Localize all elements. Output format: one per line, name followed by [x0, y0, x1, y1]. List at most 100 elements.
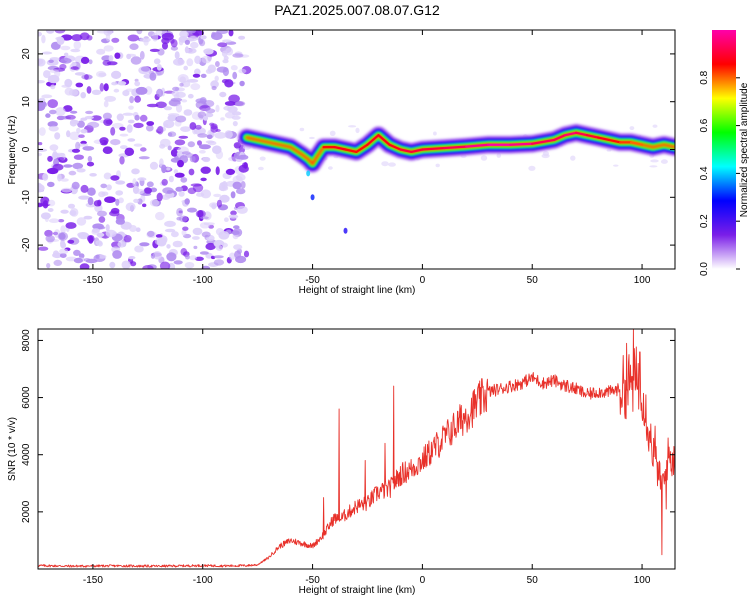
- noise-speckle: [190, 183, 202, 187]
- noise-speckle: [215, 61, 220, 67]
- snr-series: [38, 329, 675, 568]
- noise-speckle: [70, 110, 78, 114]
- snr-x-tick-label: -50: [305, 575, 320, 586]
- noise-speckle: [156, 192, 163, 202]
- noise-speckle: [629, 126, 635, 131]
- noise-speckle: [196, 192, 205, 197]
- noise-speckle: [43, 70, 51, 79]
- noise-speckle: [49, 69, 59, 73]
- noise-speckle: [173, 169, 179, 174]
- noise-speckle: [70, 48, 81, 53]
- noise-speckle: [184, 262, 195, 269]
- noise-speckle: [528, 165, 536, 171]
- noise-speckle: [56, 36, 65, 45]
- noise-speckle: [58, 219, 65, 223]
- noise-speckle: [83, 215, 93, 220]
- noise-speckle: [80, 92, 86, 99]
- ridge-blob: [310, 194, 315, 201]
- noise-speckle: [161, 164, 167, 174]
- noise-speckle: [194, 256, 204, 261]
- noise-speckle: [192, 73, 201, 78]
- spectrogram-y-label: Frequency (Hz): [7, 116, 18, 185]
- noise-speckle: [118, 197, 124, 204]
- noise-speckle: [105, 33, 111, 42]
- noise-speckle: [173, 58, 185, 66]
- noise-speckle: [167, 131, 177, 137]
- noise-speckle: [60, 178, 69, 182]
- noise-speckle: [181, 229, 187, 236]
- noise-speckle: [184, 39, 190, 45]
- spectrogram-ridge: [237, 123, 675, 234]
- noise-speckle: [87, 121, 100, 128]
- noise-speckle: [190, 83, 201, 91]
- noise-speckle: [174, 139, 186, 146]
- noise-speckle: [215, 104, 220, 113]
- snr-y-tick-label: 8000: [21, 329, 32, 352]
- noise-speckle: [60, 45, 71, 51]
- snr-background: [38, 329, 675, 569]
- ridge-peak-segment: [465, 143, 490, 148]
- noise-speckle: [162, 42, 168, 50]
- noise-speckle: [103, 172, 112, 180]
- noise-speckle: [164, 228, 176, 233]
- noise-speckle: [70, 119, 79, 125]
- noise-speckle: [155, 234, 163, 238]
- noise-speckle: [152, 32, 159, 42]
- noise-speckle: [209, 122, 215, 126]
- noise-speckle: [213, 255, 224, 259]
- noise-speckle: [214, 75, 219, 82]
- noise-speckle: [149, 161, 159, 170]
- ridge-blob: [343, 227, 348, 234]
- noise-speckle: [115, 198, 120, 206]
- noise-speckle: [570, 155, 576, 161]
- noise-speckle: [48, 125, 59, 132]
- noise-speckle: [40, 196, 50, 205]
- noise-speckle: [57, 232, 69, 241]
- noise-speckle: [197, 140, 202, 146]
- noise-speckle: [187, 207, 197, 213]
- noise-speckle: [50, 84, 56, 90]
- noise-speckle: [159, 158, 164, 167]
- noise-speckle: [87, 155, 93, 163]
- noise-speckle: [211, 85, 217, 91]
- noise-speckle: [649, 165, 658, 168]
- figure-title: PAZ1.2025.007.08.07.G12: [274, 2, 440, 18]
- noise-speckle: [259, 156, 266, 161]
- noise-speckle: [328, 166, 333, 170]
- noise-speckle: [116, 113, 124, 121]
- noise-speckle: [146, 103, 159, 108]
- spectrogram-x-ticks: -150 -100 -50 0 50 100: [83, 30, 651, 286]
- noise-speckle: [104, 95, 116, 102]
- noise-speckle: [190, 41, 199, 49]
- noise-speckle: [155, 101, 167, 109]
- noise-speckle: [140, 66, 150, 72]
- noise-speckle: [84, 74, 89, 80]
- noise-speckle: [230, 65, 238, 71]
- noise-speckle: [121, 260, 131, 269]
- noise-speckle: [55, 107, 66, 117]
- noise-speckle: [230, 191, 236, 199]
- noise-speckle: [126, 53, 137, 57]
- noise-speckle: [132, 178, 137, 187]
- noise-speckle: [134, 114, 140, 121]
- noise-speckle: [234, 250, 242, 259]
- noise-speckle: [115, 180, 126, 185]
- noise-speckle: [76, 127, 81, 134]
- noise-speckle: [179, 76, 186, 83]
- noise-speckle: [102, 112, 112, 120]
- noise-speckle: [381, 161, 389, 167]
- noise-speckle: [78, 253, 85, 259]
- noise-speckle: [236, 205, 248, 214]
- spectrogram-y-tick-label: -20: [21, 237, 32, 252]
- noise-speckle: [187, 93, 194, 99]
- snr-x-tick-label: 50: [527, 575, 539, 586]
- noise-speckle: [178, 39, 184, 46]
- noise-speckle: [38, 80, 45, 84]
- noise-speckle: [119, 126, 126, 131]
- colorbar-tick-label: 0.4: [699, 166, 710, 180]
- noise-speckle: [45, 235, 55, 243]
- noise-speckle: [228, 94, 240, 103]
- noise-speckle: [201, 55, 212, 64]
- noise-speckle: [215, 166, 220, 176]
- noise-speckle: [171, 231, 179, 238]
